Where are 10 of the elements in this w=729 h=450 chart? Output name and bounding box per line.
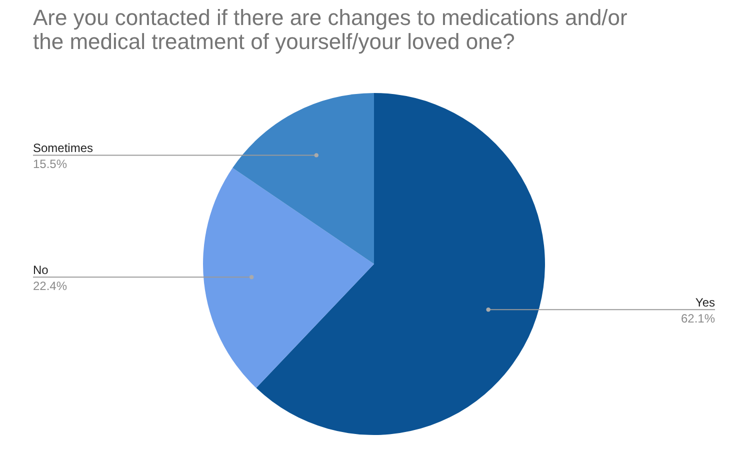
slice-label: Sometimes — [33, 141, 94, 156]
pie-slice — [232, 93, 374, 264]
chart-title: Are you contacted if there are changes to medications and/or the medical treatment of yourself/your loved one? — [33, 5, 628, 54]
data-label: 15.5% — [33, 157, 68, 172]
slice-label: Yes — [695, 296, 715, 310]
pie-slice — [203, 168, 374, 388]
data-label: 22.4% — [33, 279, 68, 294]
data-label: 62.1% — [680, 312, 716, 326]
slice-label: No — [33, 263, 49, 278]
pie-slice — [256, 93, 545, 435]
